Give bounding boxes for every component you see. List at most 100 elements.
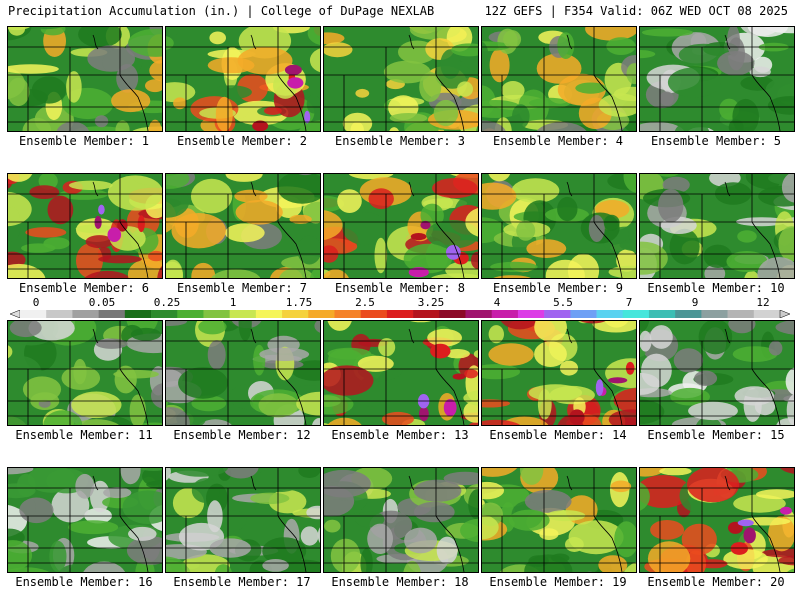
ensemble-member-17-map: [165, 467, 321, 573]
ensemble-member-label: Ensemble Member: 16: [15, 575, 153, 589]
map-title: Precipitation Accumulation (in.) | Colle…: [8, 4, 435, 18]
colorbar-swatch: [439, 310, 466, 318]
ensemble-member-label: Ensemble Member: 4: [492, 134, 624, 148]
ensemble-member-9-map: [481, 173, 637, 279]
ensemble-member-label: Ensemble Member: 7: [176, 281, 308, 295]
colorbar-tick-label: 7: [625, 296, 633, 309]
state-boundaries: [640, 174, 794, 278]
ensemble-member-label: Ensemble Member: 3: [334, 134, 466, 148]
colorbar-swatch: [282, 310, 309, 318]
state-boundaries: [8, 27, 162, 131]
state-boundaries: [324, 321, 478, 425]
ensemble-member-label: Ensemble Member: 1: [18, 134, 150, 148]
colorbar-swatch: [151, 310, 178, 318]
state-boundaries: [482, 27, 636, 131]
colorbar-swatch: [124, 310, 152, 318]
colorbar-swatch: [517, 310, 545, 318]
colorbar-swatch: [229, 310, 257, 318]
state-boundaries: [166, 321, 320, 425]
ensemble-member-label: Ensemble Member: 15: [647, 428, 785, 442]
colorbar-swatch: [675, 310, 702, 318]
ensemble-member-3-map: [323, 26, 479, 132]
colorbar-tick-label: 0: [32, 296, 40, 309]
ensemble-member-13-map: [323, 320, 479, 426]
ensemble-member-20-map: [639, 467, 795, 573]
colorbar-tick-label: 1.75: [285, 296, 313, 309]
state-boundaries: [640, 321, 794, 425]
colorbar-swatch: [255, 310, 283, 318]
ensemble-member-label: Ensemble Member: 11: [15, 428, 153, 442]
ensemble-member-label: Ensemble Member: 8: [334, 281, 466, 295]
ensemble-member-6-map: [7, 173, 163, 279]
colorbar-swatch: [386, 310, 414, 318]
colorbar-swatch: [701, 310, 728, 318]
state-boundaries: [166, 468, 320, 572]
ensemble-member-16-map: [7, 467, 163, 573]
colorbar-tick-label: 12: [756, 296, 770, 309]
state-boundaries: [324, 468, 478, 572]
colorbar-tick-label: 5.5: [553, 296, 573, 309]
state-boundaries: [640, 468, 794, 572]
colorbar-swatch: [465, 310, 493, 318]
ensemble-member-label: Ensemble Member: 12: [173, 428, 311, 442]
ensemble-member-4-map: [481, 26, 637, 132]
colorbar-swatch: [622, 310, 650, 318]
ensemble-member-11-map: [7, 320, 163, 426]
colorbar-swatch: [72, 310, 99, 318]
colorbar-swatch: [98, 310, 126, 318]
colorbar-swatch: [360, 310, 388, 318]
state-boundaries: [324, 174, 478, 278]
ensemble-member-label: Ensemble Member: 17: [173, 575, 311, 589]
ensemble-member-label: Ensemble Member: 20: [647, 575, 785, 589]
colorbar-swatch: [648, 310, 676, 318]
colorbar-swatch: [413, 310, 440, 318]
ensemble-member-label: Ensemble Member: 9: [492, 281, 624, 295]
colorbar-swatch: [177, 310, 204, 318]
ensemble-member-18-map: [323, 467, 479, 573]
ensemble-member-5-map: [639, 26, 795, 132]
ensemble-member-label: Ensemble Member: 10: [647, 281, 785, 295]
ensemble-member-19-map: [481, 467, 637, 573]
colorbar-swatch: [544, 310, 571, 318]
ensemble-member-label: Ensemble Member: 6: [18, 281, 150, 295]
state-boundaries: [8, 468, 162, 572]
model-run-valid-time: 12Z GEFS | F354 Valid: 06Z WED OCT 08 20…: [484, 4, 788, 18]
precipitation-colorbar: [10, 310, 790, 318]
ensemble-member-2-map: [165, 26, 321, 132]
state-boundaries: [482, 321, 636, 425]
ensemble-member-15-map: [639, 320, 795, 426]
ensemble-member-14-map: [481, 320, 637, 426]
state-boundaries: [166, 174, 320, 278]
ensemble-member-1-map: [7, 26, 163, 132]
colorbar-swatch: [46, 310, 73, 318]
colorbar-swatch: [491, 310, 519, 318]
colorbar-swatch: [203, 310, 230, 318]
colorbar-tick-label: 4: [493, 296, 501, 309]
colorbar-swatch: [334, 310, 361, 318]
colorbar-tick-label: 2.5: [355, 296, 375, 309]
colorbar-tick-label: 1: [229, 296, 237, 309]
state-boundaries: [482, 468, 636, 572]
ensemble-member-label: Ensemble Member: 14: [489, 428, 627, 442]
colorbar-swatch: [727, 310, 755, 318]
colorbar-tick-label: 9: [691, 296, 699, 309]
state-boundaries: [8, 174, 162, 278]
ensemble-member-8-map: [323, 173, 479, 279]
colorbar-swatch: [308, 310, 335, 318]
ensemble-member-10-map: [639, 173, 795, 279]
state-boundaries: [8, 321, 162, 425]
state-boundaries: [166, 27, 320, 131]
colorbar-tick-label: 0.05: [88, 296, 116, 309]
ensemble-member-12-map: [165, 320, 321, 426]
colorbar-max-arrow: [779, 310, 790, 318]
ensemble-member-label: Ensemble Member: 18: [331, 575, 469, 589]
colorbar-tick-label: 3.25: [417, 296, 445, 309]
colorbar-swatch: [753, 310, 781, 318]
ensemble-member-label: Ensemble Member: 19: [489, 575, 627, 589]
ensemble-member-7-map: [165, 173, 321, 279]
colorbar-swatch: [20, 310, 47, 318]
colorbar-min-arrow: [10, 310, 21, 318]
state-boundaries: [640, 27, 794, 131]
colorbar-tick-label: 0.25: [153, 296, 181, 309]
colorbar-swatch: [596, 310, 624, 318]
